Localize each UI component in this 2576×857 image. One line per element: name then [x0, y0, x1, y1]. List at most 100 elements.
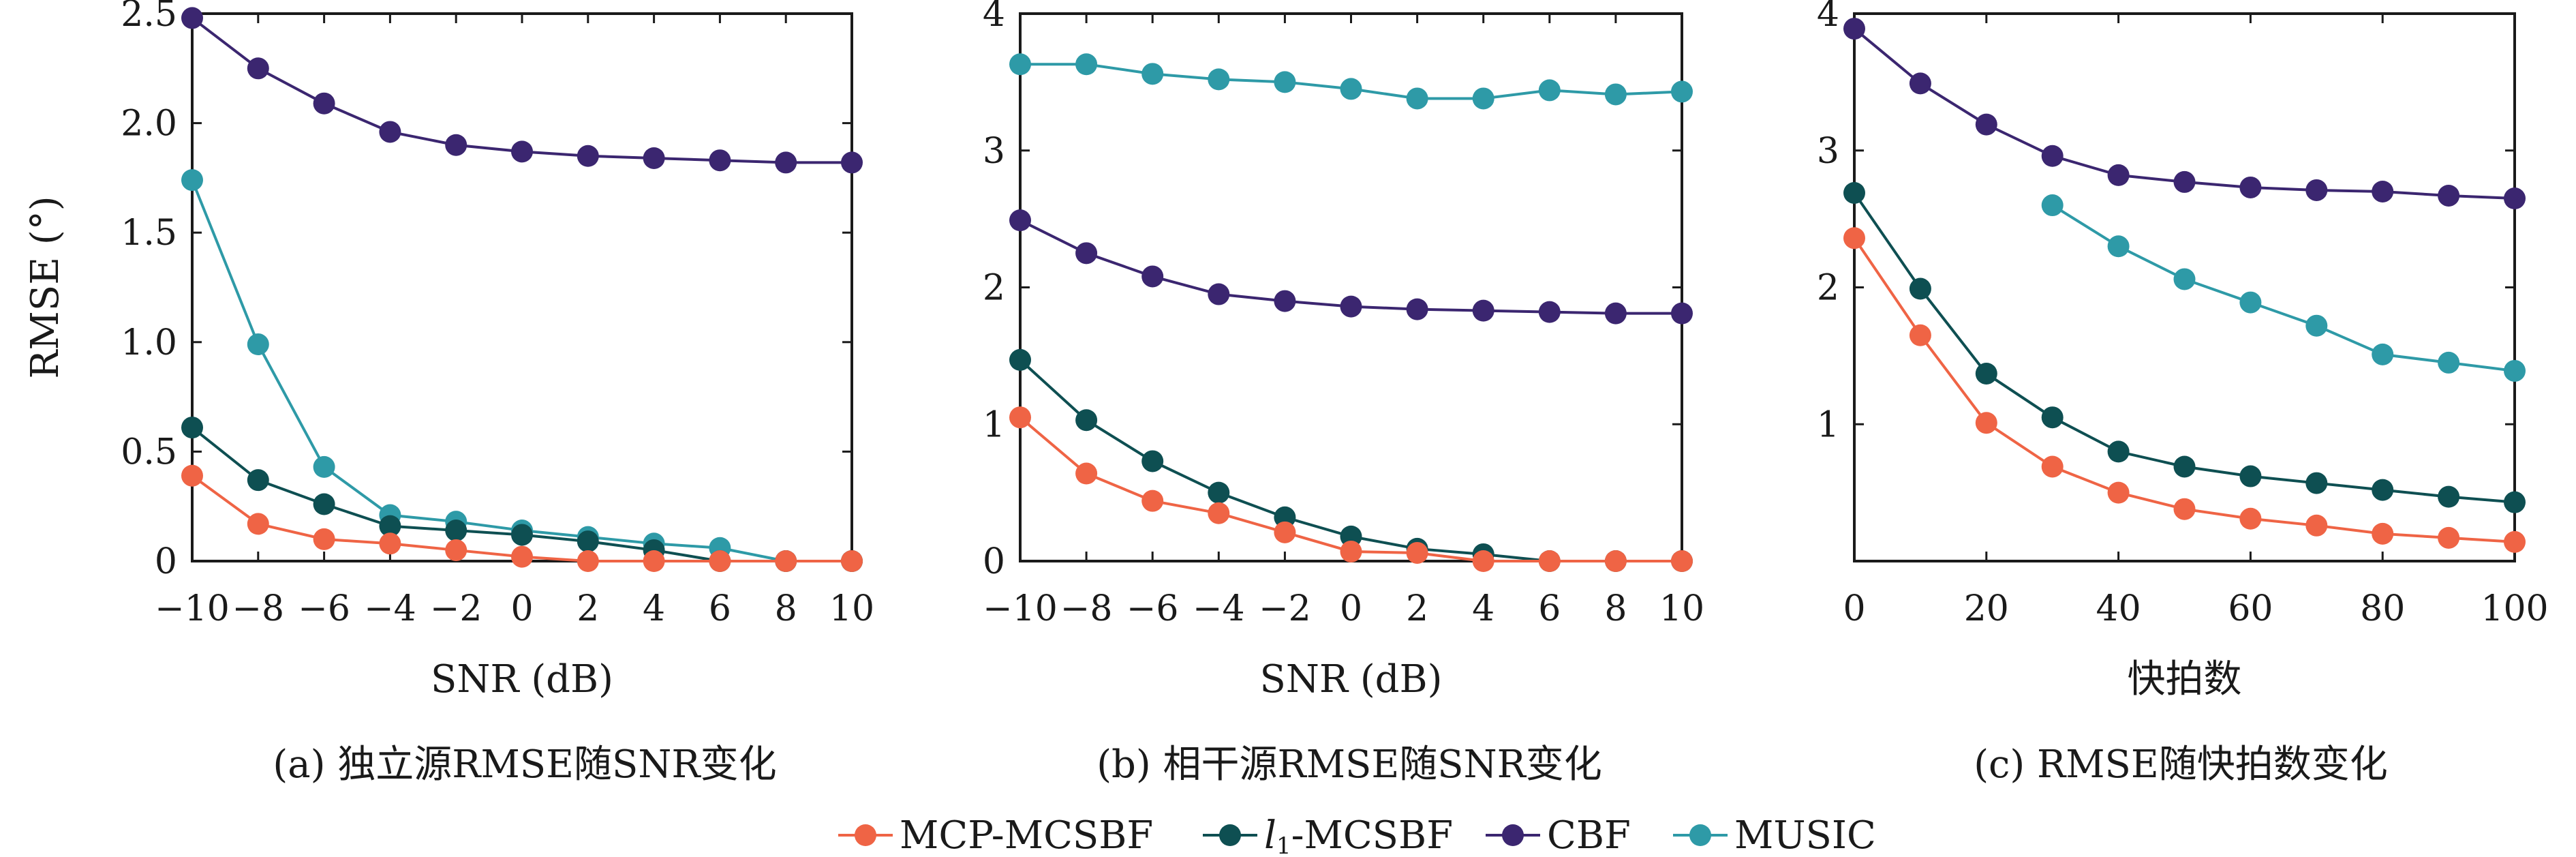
x-tick-label: 0	[1843, 588, 1865, 629]
data-point-CBF	[1340, 295, 1362, 318]
data-point-l1-MCSBF	[2173, 455, 2196, 478]
y-tick-label: 3	[983, 131, 1005, 172]
x-axis-label: 快拍数	[2128, 657, 2242, 702]
series-MCP-MCSBF	[181, 464, 863, 572]
data-point-CBF	[1141, 265, 1164, 288]
data-point-MCP-MCSBF	[1975, 412, 1997, 434]
x-tick-label: 40	[2096, 588, 2141, 629]
data-point-MCP-MCSBF	[1843, 227, 1865, 250]
legend-swatch-marker	[1689, 824, 1711, 846]
data-point-CBF	[2504, 187, 2526, 210]
data-point-MCP-MCSBF	[445, 539, 467, 561]
x-tick-label: 8	[1604, 588, 1627, 629]
data-point-CBF	[577, 145, 599, 167]
legend-item-CBF: CBF	[1486, 813, 1631, 857]
data-point-CBF	[709, 149, 731, 172]
data-point-MUSIC	[1141, 63, 1164, 85]
data-point-CBF	[1075, 242, 1098, 265]
data-point-MUSIC	[2041, 194, 2064, 217]
data-point-CBF	[2239, 176, 2262, 198]
data-point-CBF	[1604, 302, 1627, 325]
data-point-MCP-MCSBF	[2504, 530, 2526, 553]
x-tick-label: 8	[775, 588, 797, 629]
data-point-l1-MCSBF	[181, 417, 203, 439]
data-point-CBF	[1406, 298, 1428, 320]
data-point-MUSIC	[2438, 351, 2460, 374]
x-tick-label: 2	[1406, 588, 1428, 629]
data-point-MUSIC	[1009, 53, 1031, 76]
data-point-MCP-MCSBF	[2372, 522, 2394, 545]
x-tick-label: −8	[232, 588, 284, 629]
data-point-CBF	[1671, 302, 1693, 325]
data-point-CBF	[445, 134, 467, 156]
x-axis-label: SNR (dB)	[1259, 657, 1442, 702]
x-axis-label: SNR (dB)	[431, 657, 613, 702]
legend-label: MCP-MCSBF	[900, 813, 1153, 857]
data-point-CBF	[643, 147, 665, 169]
data-point-MCP-MCSBF	[643, 550, 665, 572]
data-point-l1-MCSBF	[2305, 472, 2328, 494]
data-point-CBF	[2438, 184, 2460, 207]
x-tick-label: 2	[577, 588, 599, 629]
data-point-l1-MCSBF	[1340, 525, 1362, 547]
legend-label-rest: -MCSBF	[1291, 813, 1453, 857]
y-tick-label: 1	[983, 404, 1005, 445]
x-tick-label: −6	[1126, 588, 1179, 629]
series-CBF	[181, 7, 863, 174]
data-point-MUSIC	[2107, 235, 2130, 258]
data-point-CBF	[1472, 299, 1494, 322]
data-point-MCP-MCSBF	[1472, 550, 1494, 572]
x-tick-label: −4	[364, 588, 416, 629]
chart-panel-3: 0 20 40 60 80 100 1 2 3 4 快拍数 (c) RMSE随快拍数变化	[1817, 0, 2549, 787]
data-point-l1-MCSBF	[379, 515, 401, 537]
data-point-CBF	[181, 7, 203, 29]
data-point-MUSIC	[1538, 79, 1561, 102]
data-point-MCP-MCSBF	[2041, 455, 2064, 478]
data-point-MUSIC	[1472, 87, 1494, 110]
data-point-MUSIC	[1406, 87, 1428, 110]
data-point-CBF	[2041, 145, 2064, 167]
series-line-MUSIC	[2051, 204, 2515, 372]
data-point-CBF	[2305, 179, 2328, 201]
y-tick-label: 1	[1817, 404, 1839, 445]
panel-caption: (c) RMSE随快拍数变化	[1974, 742, 2388, 787]
legend-swatch-marker	[1502, 824, 1524, 846]
x-tick-label: 100	[2481, 588, 2548, 629]
data-point-MUSIC	[2173, 268, 2196, 290]
x-tick-label: −8	[1060, 588, 1113, 629]
data-point-MUSIC	[1208, 68, 1230, 91]
data-point-CBF	[841, 151, 863, 174]
data-point-l1-MCSBF	[1075, 409, 1098, 432]
series-MUSIC	[1009, 53, 1693, 110]
data-point-MCP-MCSBF	[2239, 507, 2262, 530]
y-tick-label: 0	[983, 541, 1005, 582]
data-point-MCP-MCSBF	[775, 550, 797, 572]
x-tick-label: 0	[510, 588, 533, 629]
x-tick-label: 6	[1538, 588, 1561, 629]
legend-swatch-marker	[1219, 824, 1241, 846]
data-point-MCP-MCSBF	[1671, 550, 1693, 572]
y-tick-label: 0	[155, 541, 177, 582]
data-point-l1-MCSBF	[2504, 491, 2526, 513]
data-point-MCP-MCSBF	[2173, 498, 2196, 520]
data-point-l1-MCSBF	[1274, 506, 1296, 528]
data-point-MCP-MCSBF	[577, 550, 599, 572]
y-tick-label: 4	[1817, 0, 1839, 35]
data-point-CBF	[1909, 72, 1931, 95]
data-point-MCP-MCSBF	[1075, 462, 1098, 485]
data-point-l1-MCSBF	[2041, 406, 2064, 429]
data-point-MCP-MCSBF	[709, 550, 731, 572]
legend: MCP-MCSBF l1-MCSBF CBF MUSIC	[838, 813, 1876, 857]
data-point-MUSIC	[2504, 359, 2526, 382]
data-point-l1-MCSBF	[1208, 481, 1230, 504]
data-point-CBF	[247, 57, 269, 80]
data-point-MCP-MCSBF	[1538, 550, 1561, 572]
data-point-l1-MCSBF	[577, 530, 599, 553]
legend-label-subscript: 1	[1276, 832, 1291, 857]
data-point-MCP-MCSBF	[1406, 541, 1428, 564]
x-tick-label: 20	[1964, 588, 2009, 629]
plot-frame	[191, 12, 853, 562]
data-point-l1-MCSBF	[2107, 440, 2130, 463]
x-tick-label: 0	[1340, 588, 1362, 629]
